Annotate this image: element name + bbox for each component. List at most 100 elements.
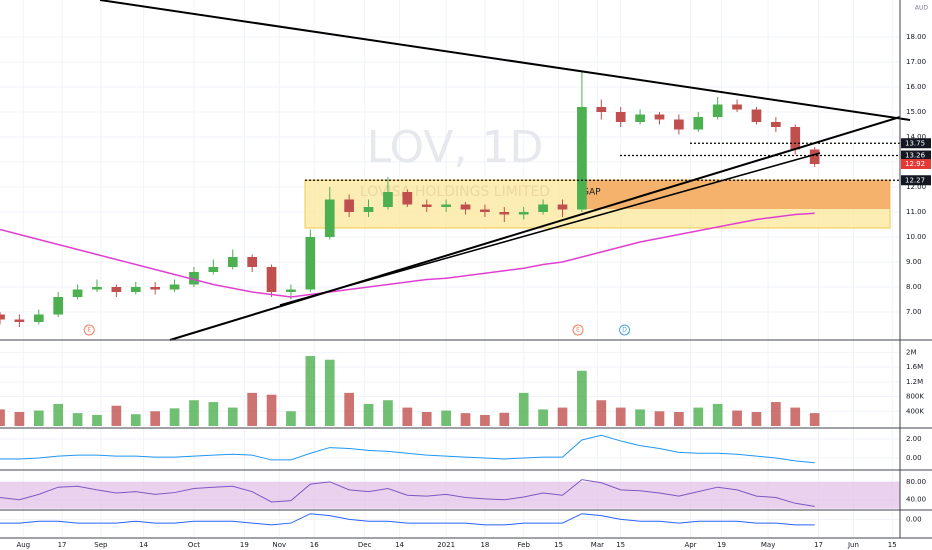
x-tick-label: Dec	[358, 541, 372, 549]
candle-body	[557, 204, 568, 210]
volume-bar	[654, 411, 665, 426]
candle-body	[654, 114, 665, 120]
candle-body	[189, 272, 199, 285]
candle-body	[615, 112, 626, 122]
price-tag-label: 12.92	[905, 160, 925, 168]
candle-body	[635, 114, 645, 122]
volume-bar	[499, 412, 510, 426]
y-tick-label: 18.00	[906, 33, 926, 41]
trendline	[279, 152, 821, 306]
event-label: D	[622, 327, 627, 334]
candle-body	[324, 199, 335, 237]
x-tick-label: Apr	[684, 541, 696, 549]
candle-body	[790, 127, 801, 150]
volume-bar	[363, 403, 374, 426]
y-tick-label: 7.00	[906, 308, 922, 316]
candle-body	[809, 149, 820, 164]
volume-bar	[130, 414, 141, 426]
candle-body	[771, 122, 781, 127]
x-tick-label: Jun	[847, 541, 859, 549]
y-tick-label: 0.00	[906, 454, 922, 462]
y-tick-label: 400K	[906, 407, 924, 415]
candle-body	[53, 297, 64, 315]
candle-body	[150, 287, 161, 290]
trendline	[169, 116, 901, 341]
macd-line	[0, 434, 815, 464]
x-tick-label: 19	[240, 541, 249, 549]
candle-body	[441, 204, 451, 207]
x-tick-label: Mar	[591, 541, 604, 549]
rsi-line	[0, 479, 815, 507]
candle-body	[33, 314, 44, 322]
x-tick-label: Feb	[518, 541, 531, 549]
currency: AUD	[915, 5, 928, 12]
candle-body	[305, 237, 316, 290]
x-tick-label: 15	[616, 541, 625, 549]
moving-average	[0, 212, 815, 298]
volume-bar	[111, 405, 122, 426]
price-tag-label: 13.75	[905, 139, 925, 147]
price-tag	[901, 150, 931, 161]
y-tick-label: 10.00	[906, 233, 926, 241]
volume-bar	[518, 392, 529, 426]
grid	[0, 0, 900, 538]
candle-body	[421, 204, 432, 207]
candle-body	[402, 192, 413, 205]
candle-body	[344, 199, 354, 212]
candle-body	[499, 212, 510, 215]
volume-bar	[72, 413, 83, 426]
candle-body	[363, 207, 374, 212]
candle-body	[72, 289, 83, 297]
volume-bar	[305, 356, 316, 426]
x-tick-label: 16	[310, 541, 319, 549]
volume-bar	[421, 412, 432, 426]
y-tick-label: 12.00	[906, 183, 926, 191]
y-tick-label: 15.00	[906, 108, 926, 116]
volume-bar	[14, 412, 25, 426]
volume-bar	[577, 370, 587, 426]
candle-body	[247, 257, 258, 267]
volume-bar	[189, 400, 199, 426]
x-tick-label: 2021	[437, 541, 455, 549]
x-tick-label: Oct	[188, 541, 200, 549]
candle-body	[130, 287, 141, 292]
y-tick-label: 0.00	[906, 515, 922, 523]
volume-bar	[615, 407, 626, 426]
candle-body	[596, 107, 607, 112]
volume-bar	[266, 394, 277, 426]
volume-bar	[596, 400, 607, 426]
volume-bar	[286, 411, 296, 426]
event-marker	[572, 324, 584, 336]
y-tick-label: 11.00	[906, 208, 926, 216]
price-tag-label: 13.26	[905, 152, 926, 160]
event-marker	[83, 324, 95, 336]
candle-body	[14, 319, 25, 322]
volume-bar	[344, 392, 354, 426]
volume-bar	[247, 392, 258, 426]
price-tag	[901, 138, 931, 149]
volume-bar	[324, 359, 335, 426]
x-tick-label: 14	[395, 541, 404, 549]
x-tick-label: Nov	[272, 541, 286, 549]
x-tick-label: 19	[717, 541, 726, 549]
y-tick-label: 1.6M	[906, 363, 923, 371]
volume-bar	[712, 403, 723, 426]
volume-bar	[169, 408, 180, 426]
price-tag	[901, 175, 931, 186]
y-tick-label: 9.00	[906, 258, 922, 266]
y-tick-label: 2M	[906, 348, 917, 356]
event-marker	[619, 324, 631, 336]
volume-bar	[771, 402, 781, 426]
volume-bar	[732, 410, 742, 426]
candle-body	[460, 204, 471, 210]
candle-body	[266, 267, 277, 292]
volume-bar	[538, 409, 548, 426]
candle-body	[0, 314, 5, 320]
volume-bar	[53, 403, 64, 426]
volume-bar	[402, 407, 413, 426]
candle-body	[674, 119, 684, 130]
volume-bar	[0, 409, 5, 426]
